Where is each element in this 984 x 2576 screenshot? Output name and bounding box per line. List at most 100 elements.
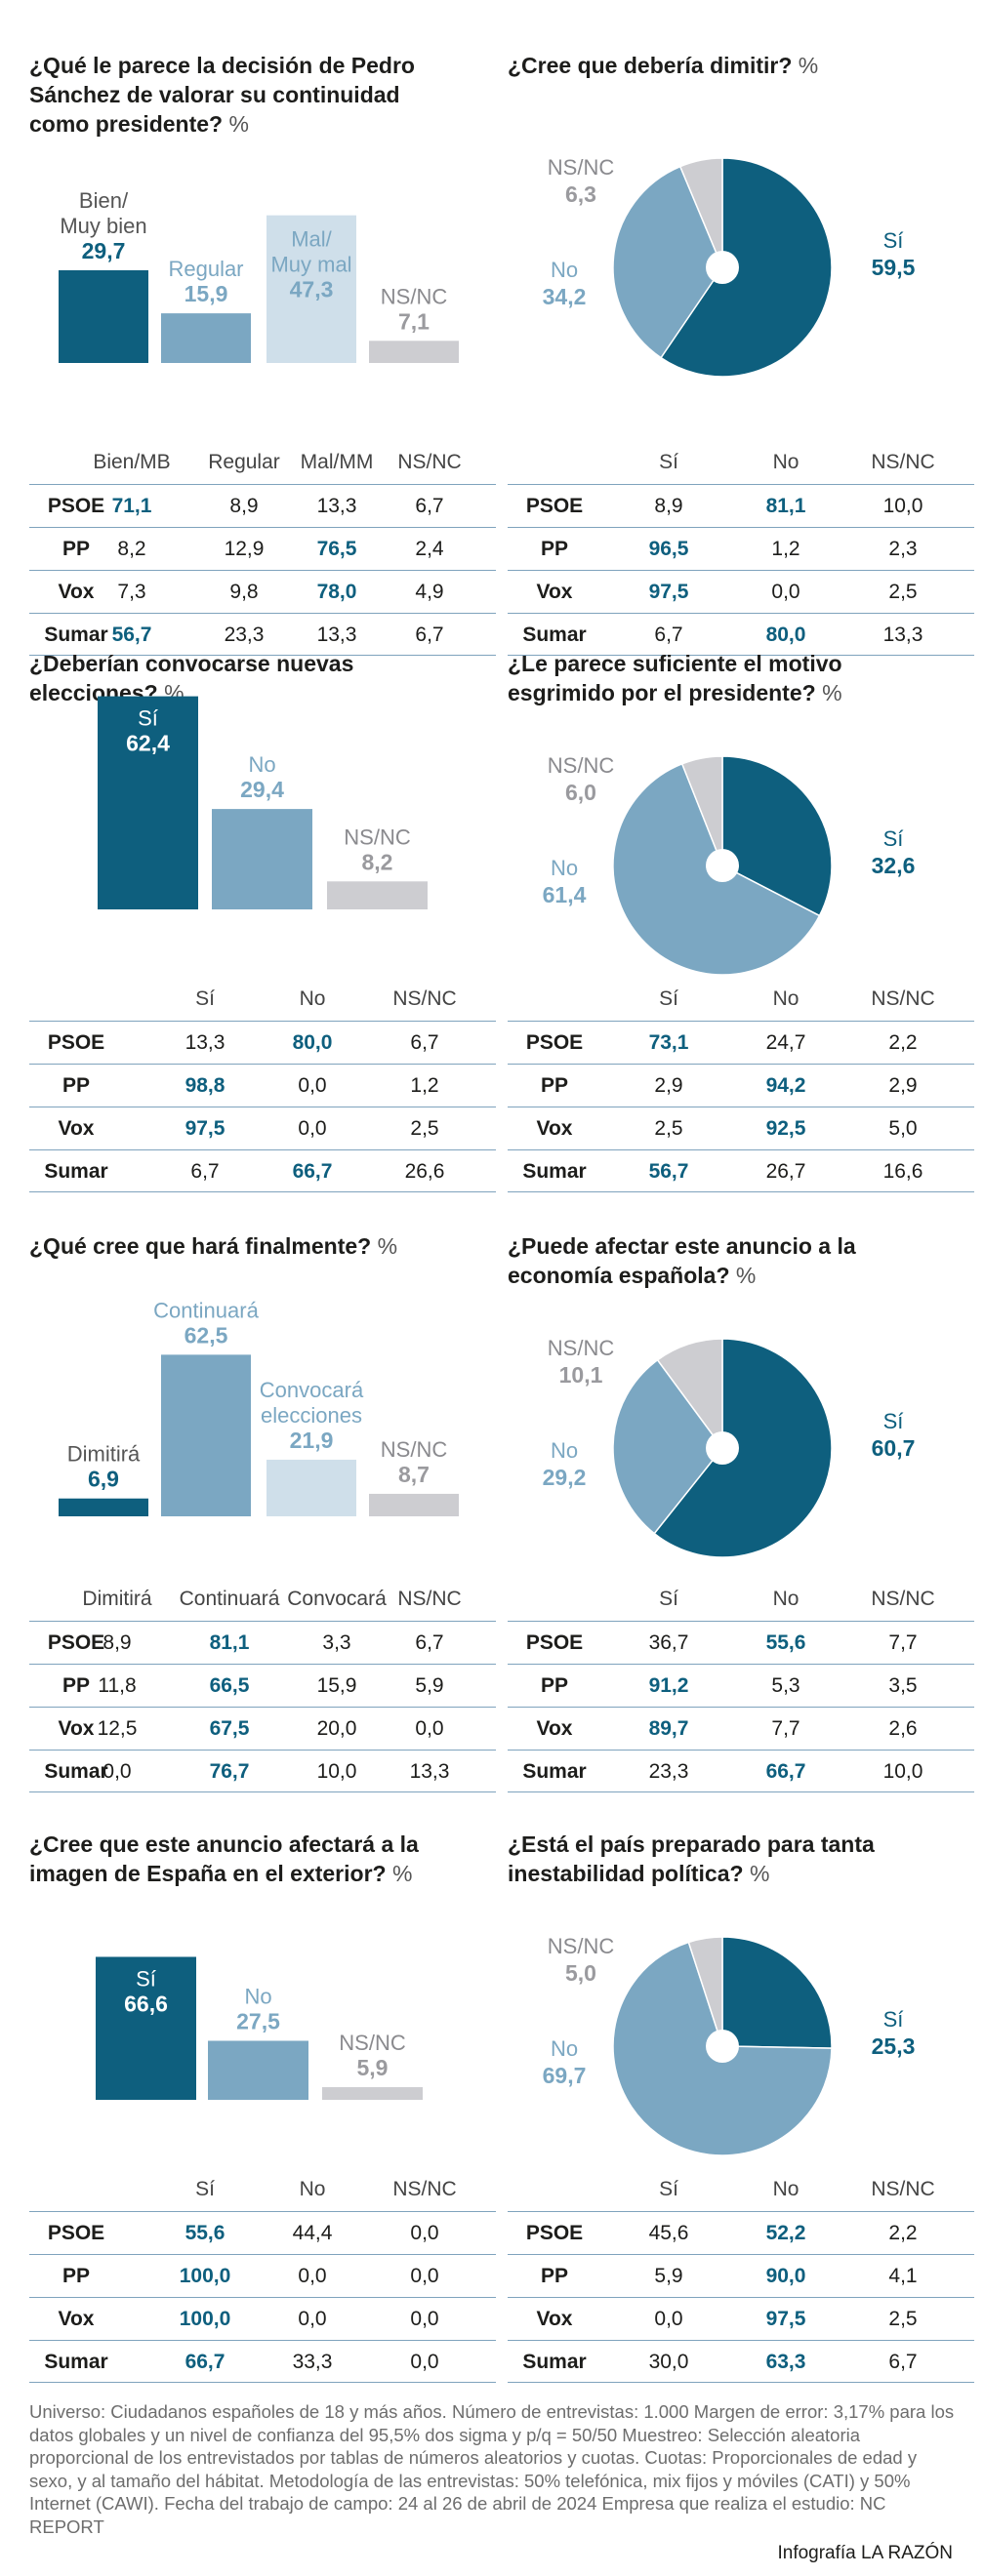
- table-cell: 8,2: [117, 538, 146, 560]
- table-header: Dimitirá Continuará Convocará NS/NC: [29, 1578, 496, 1621]
- bar-value: 6,9: [88, 1467, 119, 1492]
- table-cell: 66,7: [765, 1760, 806, 1783]
- table-cell: 96,5: [648, 538, 689, 560]
- table-cell: 20,0: [316, 1717, 357, 1740]
- table-column-header: Dimitirá: [82, 1588, 152, 1610]
- party-name: PP: [62, 1074, 91, 1097]
- party-name: Vox: [58, 581, 95, 603]
- party-name: Vox: [536, 581, 573, 603]
- table-column-header: Sí: [659, 987, 678, 1010]
- pie-label: NS/NC: [548, 1336, 615, 1360]
- table-cell: 91,2: [648, 1674, 689, 1697]
- pie-label: No: [551, 856, 578, 880]
- table-header: Sí No NS/NC: [29, 978, 496, 1021]
- table-cell: 67,5: [209, 1717, 250, 1740]
- chart-panel-8: ¿Está el país preparado para tanta inest…: [508, 1830, 976, 2415]
- table-cell: 3,5: [888, 1674, 918, 1697]
- pie-value: 5,0: [565, 1960, 596, 1986]
- bar-label: NS/NC: [339, 2031, 406, 2055]
- table-header: Sí No NS/NC: [508, 1578, 974, 1621]
- table-cell: 11,8: [98, 1674, 137, 1697]
- table-cell: 0,0: [410, 2351, 439, 2373]
- pie-value: 59,5: [872, 255, 916, 280]
- party-name: PP: [540, 1674, 569, 1697]
- table-row: PSOE 8,9 81,1 3,3 6,7: [29, 1621, 496, 1664]
- bar-2: [161, 1354, 251, 1516]
- table-column-header: NS/NC: [397, 1588, 462, 1610]
- bar-3: [322, 2087, 423, 2100]
- bar-4: [369, 341, 459, 363]
- chart-title: ¿Qué le parece la decisión de Pedro Sánc…: [29, 51, 439, 139]
- bar-label: Dimitirá: [67, 1442, 141, 1467]
- chart-panel-6: ¿Puede afectar este anuncio a la economí…: [508, 1231, 976, 1817]
- table-cell: 0,0: [298, 1117, 327, 1140]
- chart-title-text: ¿Cree que este anuncio afectará a la ima…: [29, 1831, 419, 1886]
- chart-unit: %: [228, 111, 249, 137]
- chart-title: ¿Está el país preparado para tanta inest…: [508, 1830, 898, 1888]
- party-name: PP: [62, 538, 91, 560]
- party-name: PSOE: [525, 1631, 584, 1654]
- chart-title: ¿Puede afectar este anuncio a la economí…: [508, 1231, 898, 1290]
- bar-label: Convocará: [260, 1378, 364, 1402]
- table-cell: 16,6: [882, 1160, 923, 1183]
- bar-value: 8,7: [398, 1462, 430, 1487]
- bar-value: 21,9: [290, 1428, 334, 1453]
- table-row: PP 96,5 1,2 2,3: [508, 527, 974, 570]
- table-cell: 13,3: [184, 1031, 226, 1054]
- table-row: Sumar 0,0 76,7 10,0 13,3: [29, 1750, 496, 1792]
- table-column-header: Sí: [659, 2178, 678, 2200]
- table-cell: 100,0: [179, 2265, 231, 2287]
- table-cell: 5,3: [771, 1674, 800, 1697]
- table-row: PSOE 8,9 81,1 10,0: [508, 484, 974, 527]
- pie-hole: [706, 251, 739, 284]
- table-cell: 13,3: [409, 1760, 450, 1783]
- bar-value: 15,9: [184, 281, 228, 306]
- bar-label: NS/NC: [381, 1437, 448, 1462]
- table-row: Sumar 56,7 23,3 13,3 6,7: [29, 613, 496, 656]
- party-name: Sumar: [44, 2351, 108, 2373]
- results-table: Sí No NS/NC PSOE 8,9 81,1 10,0 PP 96,5 1,2 2,3 Vox 9…: [508, 441, 974, 656]
- bar-label: NS/NC: [381, 284, 448, 308]
- table-row: PP 5,9 90,0 4,1: [508, 2254, 974, 2297]
- table-cell: 8,9: [654, 495, 683, 517]
- table-cell: 97,5: [765, 2308, 806, 2330]
- chart-title: ¿Qué cree que hará finalmente? %: [29, 1231, 420, 1261]
- party-name: PP: [62, 1674, 91, 1697]
- table-cell: 73,1: [648, 1031, 689, 1054]
- table-cell: 2,5: [410, 1117, 439, 1140]
- table-cell: 12,5: [97, 1717, 138, 1740]
- party-name: Sumar: [522, 1160, 587, 1183]
- chart-title-text: ¿Puede afectar este anuncio a la economí…: [508, 1233, 856, 1288]
- bar-label: Continuará: [153, 1298, 259, 1322]
- results-table: Sí No NS/NC PSOE 73,1 24,7 2,2 PP 2,9 94,2 2,9 Vox 2…: [508, 978, 974, 1192]
- party-name: PSOE: [47, 1031, 105, 1054]
- table-cell: 2,5: [654, 1117, 683, 1140]
- table-cell: 6,7: [415, 495, 444, 517]
- table-cell: 45,6: [648, 2222, 689, 2244]
- chart-title-text: ¿Qué cree que hará finalmente?: [29, 1233, 378, 1259]
- table-row: PP 98,8 0,0 1,2: [29, 1064, 496, 1107]
- table-row: PSOE 45,6 52,2 2,2: [508, 2211, 974, 2254]
- pie-hole: [706, 2030, 739, 2063]
- table-cell: 26,7: [765, 1160, 806, 1183]
- party-name: PSOE: [525, 1031, 584, 1054]
- table-cell: 13,3: [316, 495, 357, 517]
- table-column-header: No: [772, 1588, 800, 1610]
- table-row: PP 8,2 12,9 76,5 2,4: [29, 527, 496, 570]
- bar-value: 29,4: [240, 777, 284, 802]
- bar-value: 5,9: [357, 2055, 389, 2080]
- chart-title-text: ¿Qué le parece la decisión de Pedro Sánc…: [29, 53, 415, 137]
- pie-value: 10,1: [559, 1362, 603, 1388]
- table-cell: 3,3: [322, 1631, 351, 1654]
- bar-value: 66,6: [124, 1991, 168, 2016]
- table-row: PP 91,2 5,3 3,5: [508, 1664, 974, 1707]
- party-name: PSOE: [47, 1631, 105, 1654]
- table-cell: 0,0: [410, 2308, 439, 2330]
- table-cell: 89,7: [648, 1717, 689, 1740]
- table-cell: 23,3: [224, 624, 265, 646]
- pie-value: 69,7: [543, 2063, 587, 2088]
- table-cell: 2,2: [888, 2222, 918, 2244]
